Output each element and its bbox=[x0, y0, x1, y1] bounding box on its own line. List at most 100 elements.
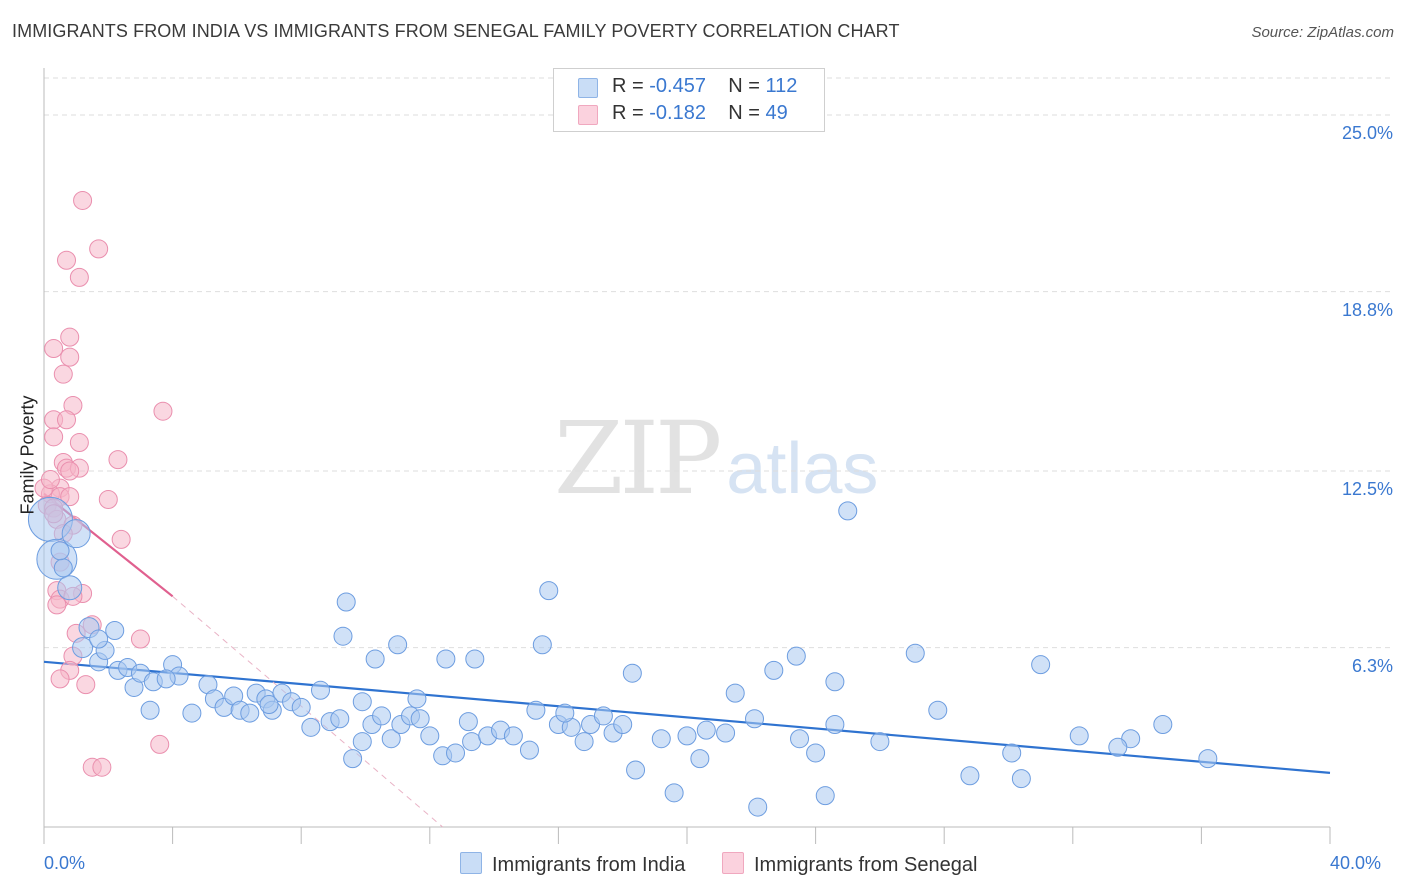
india-point bbox=[786, 646, 806, 666]
senegal-point bbox=[69, 267, 89, 287]
india-point bbox=[790, 729, 810, 749]
bottom-legend-swatch-senegal bbox=[722, 852, 744, 874]
india-point bbox=[352, 692, 372, 712]
india-point bbox=[613, 714, 633, 734]
india-point bbox=[526, 700, 546, 720]
watermark-zip: ZIP bbox=[554, 400, 722, 517]
india-point bbox=[420, 726, 440, 746]
senegal-point bbox=[76, 675, 96, 695]
bottom-legend-swatch-india bbox=[460, 852, 482, 874]
india-point bbox=[446, 743, 466, 763]
india-point bbox=[748, 797, 768, 817]
india-point bbox=[574, 732, 594, 752]
y-tick-label: 12.5% bbox=[1341, 479, 1393, 499]
senegal-point bbox=[44, 427, 64, 447]
gridlines bbox=[44, 77, 1392, 649]
bottom-legend-label-senegal: Immigrants from Senegal bbox=[754, 854, 978, 876]
bottom-legend-senegal: Immigrants from Senegal bbox=[722, 852, 977, 876]
senegal-point bbox=[50, 669, 70, 689]
senegal-point bbox=[89, 239, 109, 259]
senegal-point bbox=[44, 339, 64, 359]
y-axis-title: Family Poverty bbox=[17, 395, 38, 515]
india-point bbox=[156, 669, 176, 689]
watermark: ZIP atlas bbox=[554, 400, 878, 517]
india-point bbox=[815, 786, 835, 806]
india-point bbox=[343, 749, 363, 769]
india-point bbox=[1031, 655, 1051, 675]
x-tick-label-min: 0.0% bbox=[44, 853, 86, 873]
india-point bbox=[53, 558, 73, 578]
india-point bbox=[928, 700, 948, 720]
india-point bbox=[764, 660, 784, 680]
y-tick-label: 6.3% bbox=[1351, 655, 1393, 676]
india-point bbox=[539, 581, 559, 601]
senegal-point bbox=[92, 757, 112, 777]
india-point bbox=[388, 635, 408, 655]
india-point bbox=[725, 683, 745, 703]
bottom-legend-india: Immigrants from India bbox=[460, 852, 685, 876]
senegal-point bbox=[153, 401, 173, 421]
india-point bbox=[503, 726, 523, 746]
axes bbox=[43, 68, 1331, 844]
bottom-legend-label-india: Immigrants from India bbox=[492, 854, 686, 876]
senegal-point bbox=[69, 433, 89, 453]
legend-text-senegal: R = -0.182 N = 49 bbox=[612, 102, 788, 124]
india-point bbox=[72, 637, 94, 659]
legend-text-india: R = -0.457 N = 112 bbox=[612, 75, 798, 97]
india-point bbox=[1153, 714, 1173, 734]
india-point bbox=[259, 695, 279, 715]
india-point bbox=[301, 717, 321, 737]
india-point bbox=[825, 714, 845, 734]
india-point bbox=[664, 783, 684, 803]
x-tick-label-max: 40.0% bbox=[1330, 853, 1382, 873]
chart-title: IMMIGRANTS FROM INDIA VS IMMIGRANTS FROM… bbox=[12, 21, 900, 41]
india-point bbox=[532, 635, 552, 655]
senegal-point bbox=[53, 364, 73, 384]
india-point bbox=[716, 723, 736, 743]
india-point bbox=[626, 760, 646, 780]
senegal-point bbox=[57, 250, 77, 270]
india-point bbox=[381, 729, 401, 749]
legend-swatch-senegal bbox=[578, 105, 598, 125]
india-point bbox=[140, 700, 160, 720]
senegal-point bbox=[98, 489, 118, 509]
india-points bbox=[27, 496, 1218, 817]
legend-swatch-india bbox=[578, 78, 598, 98]
y-tick-label: 25.0% bbox=[1341, 123, 1393, 144]
india-point bbox=[61, 519, 91, 549]
india-point bbox=[677, 726, 697, 746]
india-point bbox=[240, 703, 260, 723]
india-point bbox=[1198, 749, 1218, 769]
india-point bbox=[960, 766, 980, 786]
india-point bbox=[1002, 743, 1022, 763]
india-point bbox=[352, 732, 372, 752]
senegal-point bbox=[111, 529, 131, 549]
correlation-legend: R = -0.457 N = 112 R = -0.182 N = 49 bbox=[553, 68, 825, 132]
india-point bbox=[336, 592, 356, 612]
senegal-point bbox=[150, 734, 170, 754]
india-point bbox=[1011, 769, 1031, 789]
india-point bbox=[519, 740, 539, 760]
india-point bbox=[330, 709, 350, 729]
senegal-point bbox=[57, 410, 77, 430]
india-point bbox=[89, 629, 109, 649]
senegal-point bbox=[60, 347, 80, 367]
india-point bbox=[905, 643, 925, 663]
india-point bbox=[1069, 726, 1089, 746]
india-point bbox=[870, 732, 890, 752]
india-point bbox=[690, 749, 710, 769]
india-point bbox=[182, 703, 202, 723]
india-point bbox=[372, 706, 392, 726]
india-point bbox=[651, 729, 671, 749]
india-point bbox=[291, 697, 311, 717]
india-point bbox=[50, 541, 70, 561]
india-point bbox=[465, 649, 485, 669]
senegal-point bbox=[130, 629, 150, 649]
senegal-point bbox=[40, 470, 60, 490]
india-point bbox=[745, 709, 765, 729]
senegal-point bbox=[60, 327, 80, 347]
senegal-point bbox=[47, 595, 67, 615]
senegal-point bbox=[60, 461, 80, 481]
india-point bbox=[462, 732, 482, 752]
